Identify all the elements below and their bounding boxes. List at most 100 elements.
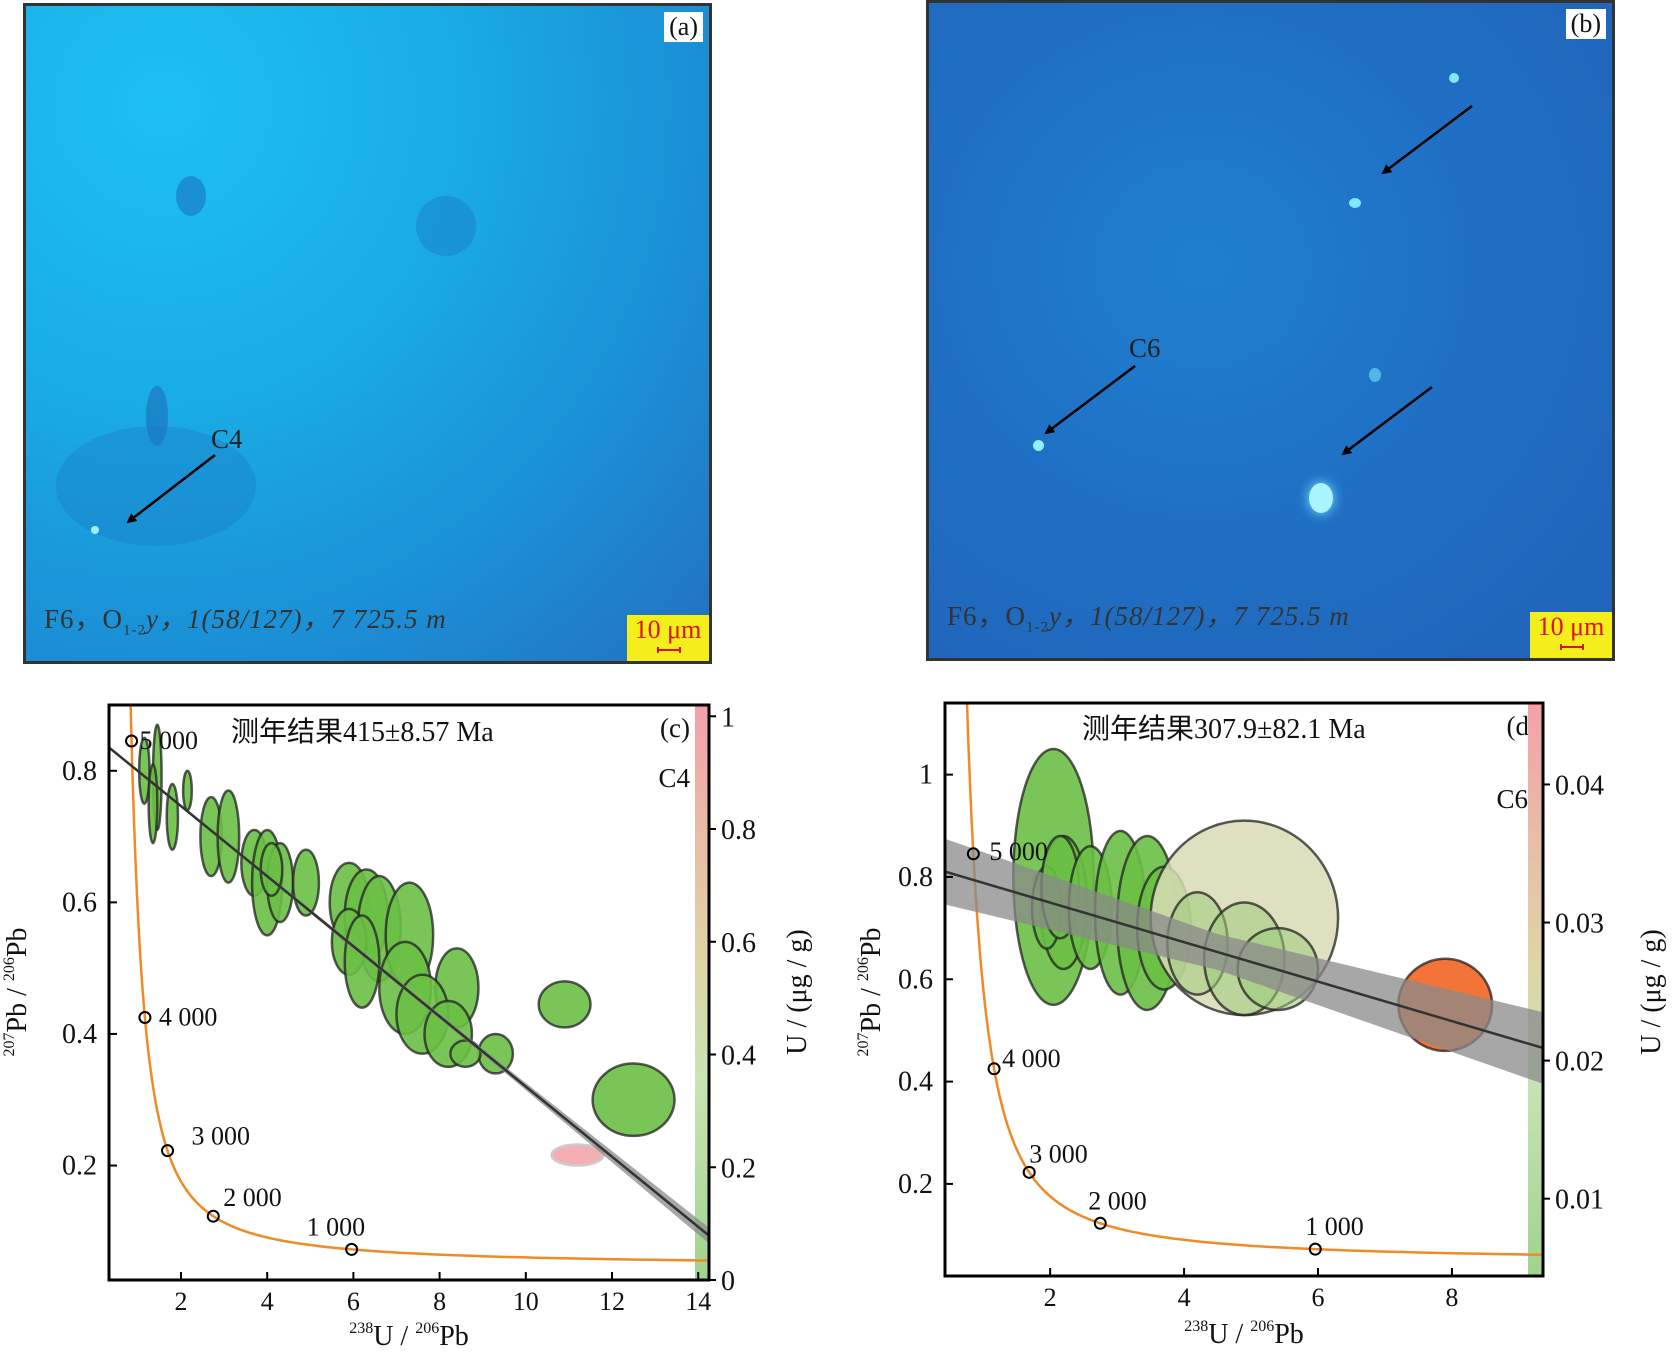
chart-c-title: 测年结果415±8.57 Ma bbox=[231, 716, 494, 748]
panel-label-b: (b) bbox=[1565, 9, 1606, 39]
chart-c-colorbar-label: U / (μg / g) bbox=[782, 929, 813, 1054]
arrow-c6 bbox=[1044, 365, 1136, 435]
colorbar-tick-label: 0.6 bbox=[721, 928, 756, 959]
bright-spot bbox=[1309, 483, 1333, 513]
chart-c: 测年结果415±8.57 Ma (c) C4 238U / 206Pb 207P… bbox=[1, 702, 813, 1352]
x-tick-label: 12 bbox=[599, 1287, 625, 1316]
concordia-age-label: 4 000 bbox=[159, 1002, 218, 1031]
colorbar-tick-label: 0.03 bbox=[1555, 909, 1604, 940]
chart-d-title: 测年结果307.9±82.1 Ma bbox=[1082, 713, 1366, 745]
chart-c-ylabel: 207Pb / 206Pb bbox=[1, 928, 33, 1057]
x-tick-label: 6 bbox=[347, 1287, 360, 1316]
colorbar-tick-label: 0.01 bbox=[1555, 1185, 1604, 1216]
concordia-age-marker bbox=[161, 1144, 175, 1158]
chart-d-colorbar-label: U / (μg / g) bbox=[1636, 929, 1667, 1054]
concordia-age-label: 3 000 bbox=[1029, 1139, 1088, 1168]
point-label-c4: C4 bbox=[211, 424, 243, 454]
arrow-b2 bbox=[1341, 386, 1433, 456]
concordia-age-label: 4 000 bbox=[1002, 1044, 1061, 1073]
chart-c-sample-label: C4 bbox=[658, 763, 690, 793]
y-tick-label: 0.4 bbox=[62, 1019, 97, 1050]
colorbar bbox=[695, 705, 709, 1280]
x-tick-label: 2 bbox=[174, 1287, 187, 1316]
colorbar-tick-label: 0.8 bbox=[721, 815, 756, 846]
colorbar-tick-label: 0.04 bbox=[1555, 770, 1604, 801]
concordia-age-label: 1 000 bbox=[307, 1212, 366, 1241]
photo-caption-b: F6，O1-2y，1(58/127)，7 725.5 m bbox=[947, 600, 1350, 635]
concordia-age-marker bbox=[1093, 1216, 1107, 1230]
concordia-age-marker bbox=[125, 734, 139, 748]
cl-photo-b: C6 (b) F6，O1-2y，1(58/127)，7 725.5 m 10 μ… bbox=[926, 0, 1615, 661]
colorbar-tick-label: 0.4 bbox=[721, 1041, 756, 1072]
chart-d-sample-label: C6 bbox=[1496, 784, 1528, 814]
colorbar-tick-label: 0.02 bbox=[1555, 1047, 1604, 1078]
concordia-age-marker bbox=[1308, 1242, 1322, 1256]
x-tick-label: 2 bbox=[1044, 1283, 1057, 1312]
x-tick-label: 4 bbox=[261, 1287, 274, 1316]
concordia-age-label: 5 000 bbox=[140, 726, 199, 755]
dark-inclusion bbox=[416, 196, 476, 256]
chart-c-xlabel: 238U / 206Pb bbox=[349, 1320, 469, 1352]
data-ellipse bbox=[181, 769, 194, 812]
y-tick-label: 0.8 bbox=[62, 756, 97, 787]
data-ellipse bbox=[216, 789, 241, 884]
concordia-age-label: 5 000 bbox=[989, 837, 1047, 866]
x-tick-label: 4 bbox=[1178, 1283, 1191, 1312]
data-ellipse bbox=[291, 848, 321, 917]
y-tick-label: 0.2 bbox=[898, 1169, 933, 1200]
x-tick-label: 8 bbox=[433, 1287, 446, 1316]
regression-line bbox=[109, 746, 709, 1237]
regression-error-band bbox=[945, 838, 1543, 1084]
bright-spot bbox=[1349, 198, 1361, 208]
plot-area bbox=[109, 705, 709, 1280]
y-tick-label: 0.6 bbox=[898, 964, 933, 995]
concordia-age-label: 2 000 bbox=[223, 1183, 282, 1212]
point-label-c6: C6 bbox=[1129, 333, 1161, 363]
data-ellipse bbox=[449, 1039, 482, 1069]
x-tick-label: 10 bbox=[513, 1287, 539, 1316]
colorbar bbox=[1528, 703, 1543, 1276]
regression-line bbox=[945, 870, 1543, 1050]
data-ellipse bbox=[259, 841, 284, 898]
y-tick-label: 0.4 bbox=[898, 1067, 933, 1098]
plot-frame bbox=[107, 703, 711, 1282]
chart-d: 测年结果307.9±82.1 Ma (d) C6 238U / 206Pb 20… bbox=[855, 701, 1667, 1350]
chart-d-ylabel: 207Pb / 206Pb bbox=[855, 928, 887, 1057]
data-ellipse bbox=[147, 762, 159, 845]
y-tick-label: 0.8 bbox=[898, 862, 933, 893]
arrow-b1 bbox=[1381, 105, 1473, 175]
dark-inclusion bbox=[176, 176, 206, 216]
concordia-curve bbox=[965, 703, 1543, 1257]
concordia-age-marker bbox=[345, 1242, 359, 1256]
colorbar-tick-label: 1 bbox=[721, 702, 735, 733]
dark-inclusion bbox=[146, 386, 168, 446]
concordia-age-marker bbox=[966, 847, 980, 861]
plot-area bbox=[945, 703, 1543, 1276]
data-ellipse bbox=[591, 1062, 676, 1138]
arrow-c4 bbox=[126, 454, 216, 524]
concordia-age-marker bbox=[138, 1010, 152, 1024]
concordia-age-marker bbox=[987, 1062, 1001, 1076]
data-ellipse bbox=[343, 914, 381, 1009]
scale-bar-b: 10 μm bbox=[1530, 612, 1612, 658]
concordia-age-label: 2 000 bbox=[1088, 1186, 1147, 1215]
plot-frame bbox=[943, 701, 1545, 1278]
data-ellipse bbox=[537, 980, 592, 1029]
y-tick-label: 0.2 bbox=[62, 1151, 97, 1182]
colorbar-tick-label: 0.2 bbox=[721, 1153, 756, 1184]
concordia-age-label: 1 000 bbox=[1305, 1212, 1364, 1241]
chart-c-panel-label: (c) bbox=[660, 713, 690, 743]
y-tick-label: 0.6 bbox=[62, 887, 97, 918]
concordia-age-label: 3 000 bbox=[192, 1122, 251, 1151]
bright-spot bbox=[91, 526, 99, 534]
chart-d-xlabel: 238U / 206Pb bbox=[1184, 1318, 1304, 1350]
y-tick-label: 1 bbox=[919, 760, 933, 791]
bright-spot bbox=[1369, 368, 1381, 382]
photo-caption-a: F6，O1-2y，1(58/127)，7 725.5 m bbox=[44, 603, 447, 638]
scale-bar-a: 10 μm bbox=[627, 615, 709, 661]
bright-spot-c6 bbox=[1033, 440, 1044, 451]
concordia-age-marker bbox=[1022, 1165, 1036, 1179]
x-tick-label: 14 bbox=[685, 1287, 711, 1316]
colorbar-tick-label: 0 bbox=[721, 1266, 735, 1297]
